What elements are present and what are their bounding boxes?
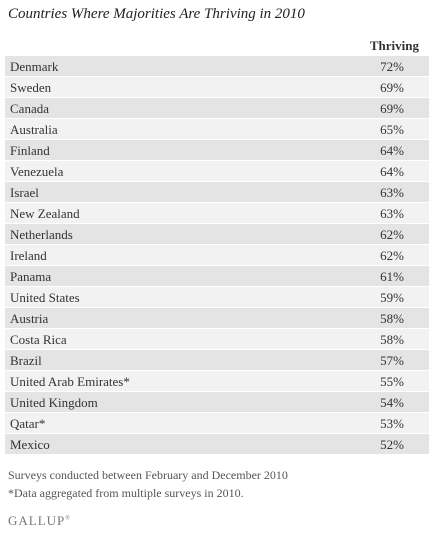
country-name: Finland — [10, 143, 50, 158]
column-header-thriving: Thriving — [369, 38, 419, 53]
gallup-logo: GALLUP® — [8, 513, 70, 529]
thriving-value: 69% — [380, 80, 404, 95]
thriving-table: Thriving Denmark 72% Sweden 69% Canada 69% Aus… — [5, 34, 429, 454]
table-row: Australia 65% — [5, 118, 429, 139]
table-row: United States 59% — [5, 286, 429, 307]
table-body: Denmark 72% Sweden 69% Canada 69% Australia 65%… — [5, 55, 429, 454]
thriving-value: 65% — [380, 122, 404, 137]
survey-note: Surveys conducted between February and D… — [8, 468, 288, 482]
thriving-value: 57% — [380, 353, 404, 368]
country-name: Qatar* — [10, 416, 46, 431]
table-row: Ireland 62% — [5, 244, 429, 265]
thriving-value: 63% — [380, 185, 404, 200]
table-row: Sweden 69% — [5, 76, 429, 97]
logo-text: GALLUP — [8, 513, 66, 528]
country-name: Costa Rica — [10, 332, 67, 347]
thriving-value: 55% — [380, 374, 404, 389]
footnotes: Surveys conducted between February and D… — [8, 466, 288, 502]
table-row: Mexico 52% — [5, 433, 429, 454]
table-row: Panama 61% — [5, 265, 429, 286]
thriving-value: 62% — [380, 248, 404, 263]
thriving-value: 58% — [380, 311, 404, 326]
country-name: Ireland — [10, 248, 47, 263]
country-name: Panama — [10, 269, 52, 284]
thriving-value: 62% — [380, 227, 404, 242]
table-row: Brazil 57% — [5, 349, 429, 370]
country-name: United Kingdom — [10, 395, 98, 410]
country-name: Venezuela — [10, 164, 64, 179]
thriving-value: 69% — [380, 101, 404, 116]
country-name: Austria — [10, 311, 49, 326]
thriving-value: 63% — [380, 206, 404, 221]
aggregation-note: *Data aggregated from multiple surveys i… — [8, 486, 244, 500]
table-row: Denmark 72% — [5, 55, 429, 76]
country-name: Netherlands — [10, 227, 73, 242]
thriving-value: 54% — [380, 395, 404, 410]
table-row: Venezuela 64% — [5, 160, 429, 181]
thriving-value: 59% — [380, 290, 404, 305]
table-row: Finland 64% — [5, 139, 429, 160]
table-row: United Kingdom 54% — [5, 391, 429, 412]
page-title: Countries Where Majorities Are Thriving … — [8, 6, 305, 22]
table-row: Costa Rica 58% — [5, 328, 429, 349]
table-row: New Zealand 63% — [5, 202, 429, 223]
table-row: Qatar* 53% — [5, 412, 429, 433]
country-name: Israel — [10, 185, 39, 200]
thriving-value: 53% — [380, 416, 404, 431]
country-name: United States — [10, 290, 80, 305]
table-header: Thriving — [5, 34, 429, 55]
country-name: Denmark — [10, 59, 59, 74]
table-row: United Arab Emirates* 55% — [5, 370, 429, 391]
country-name: Brazil — [10, 353, 42, 368]
country-name: Mexico — [10, 437, 50, 452]
thriving-value: 64% — [380, 143, 404, 158]
table-row: Austria 58% — [5, 307, 429, 328]
country-name: Australia — [10, 122, 58, 137]
table-row: Canada 69% — [5, 97, 429, 118]
country-name: New Zealand — [10, 206, 80, 221]
thriving-value: 52% — [380, 437, 404, 452]
country-name: United Arab Emirates* — [10, 374, 130, 389]
logo-mark: ® — [65, 515, 70, 522]
table-row: Israel 63% — [5, 181, 429, 202]
thriving-value: 58% — [380, 332, 404, 347]
table-row: Netherlands 62% — [5, 223, 429, 244]
thriving-value: 64% — [380, 164, 404, 179]
thriving-value: 72% — [380, 59, 404, 74]
thriving-value: 61% — [380, 269, 404, 284]
country-name: Canada — [10, 101, 49, 116]
country-name: Sweden — [10, 80, 52, 95]
